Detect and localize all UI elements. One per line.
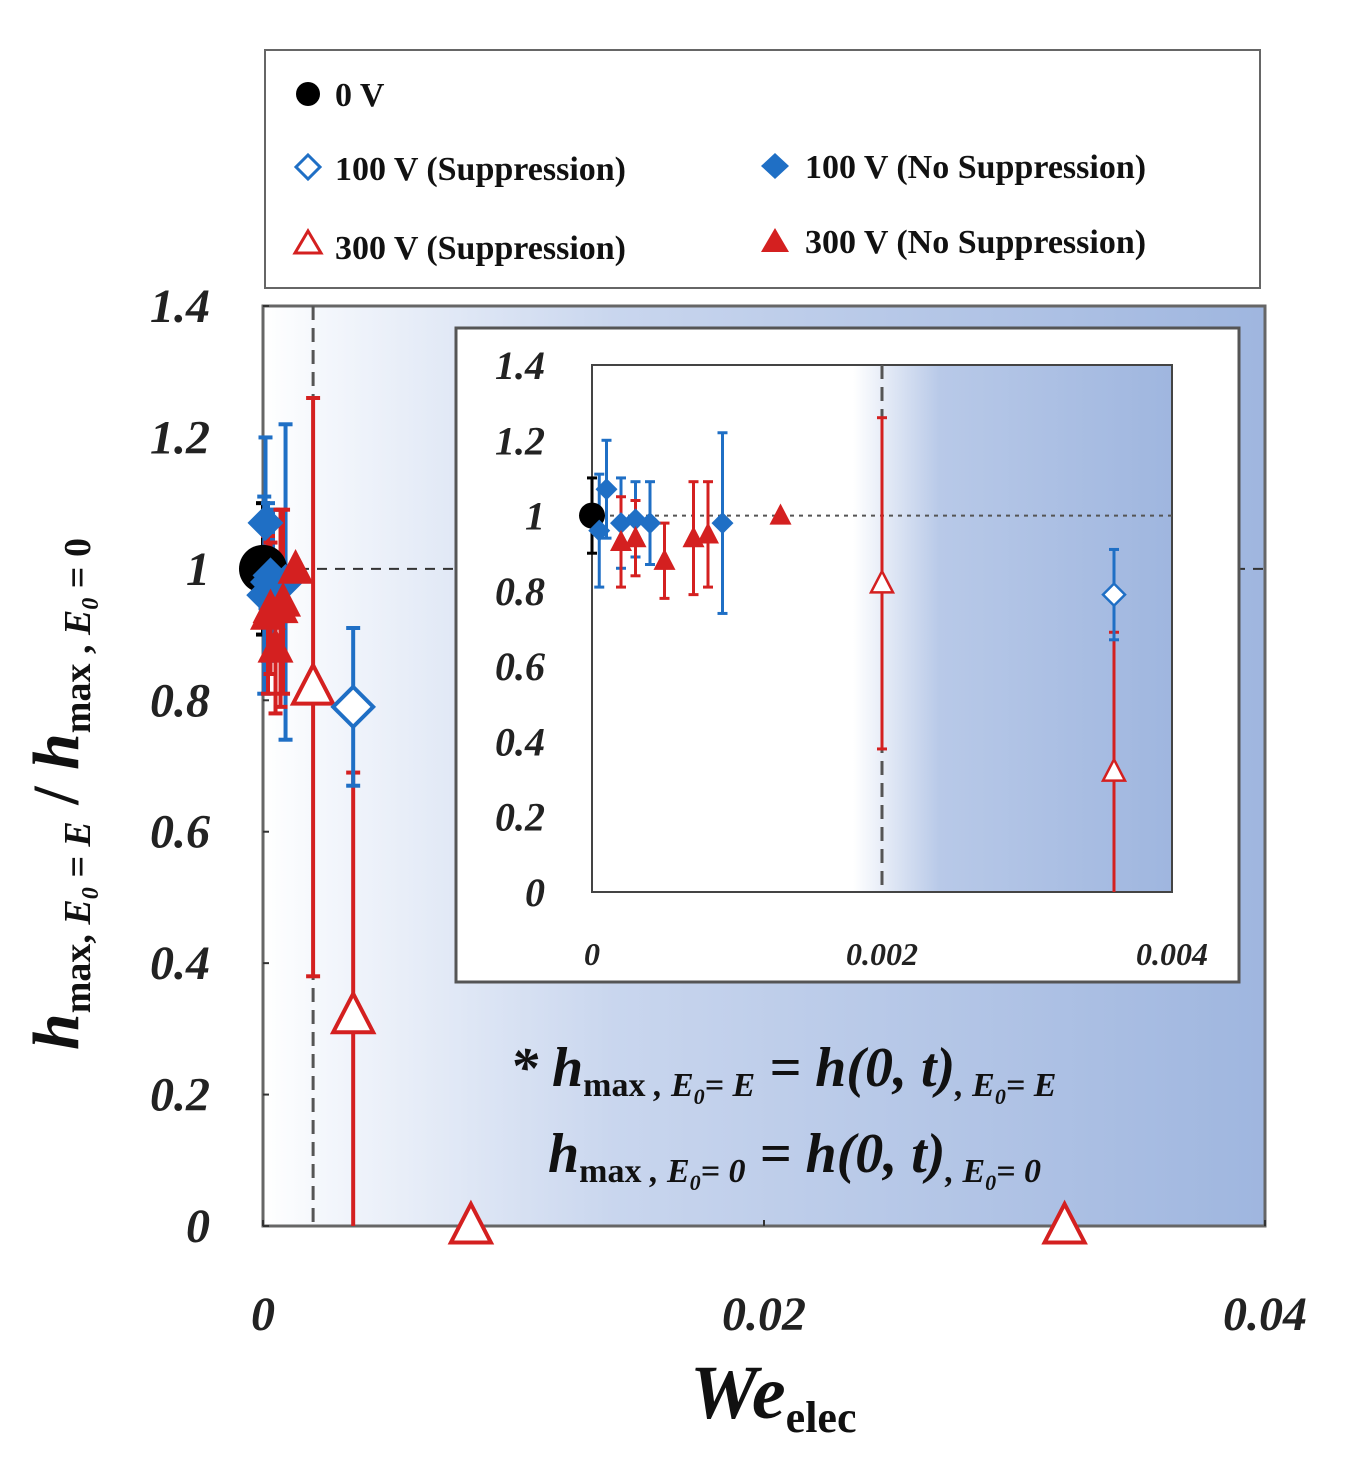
inset-x-tick-label: 0.002: [846, 936, 918, 972]
main-point-100-v-no-suppression: [247, 504, 284, 541]
main-point-300-v-suppression: [447, 1199, 495, 1245]
main-point-100-v-suppression: [330, 684, 377, 730]
legend-box: [264, 49, 1261, 289]
legend-label-100v-suppression: 100 V (Suppression): [335, 151, 626, 188]
x-tick-label: 0: [251, 1288, 275, 1341]
y-axis-title: hmax, E0 = E / hmax , E0 = 0: [20, 538, 104, 1050]
inset-point-300-v-suppression: [1100, 756, 1128, 782]
equation-line-1: * hmax , E0= E = h(0, t), E0= E: [510, 1037, 1056, 1109]
main-point-300-v-no-suppression: [265, 581, 302, 617]
legend-label-100v-no-suppression: 100 V (No Suppression): [805, 149, 1146, 186]
inset-point-100-v-no-suppression: [588, 519, 611, 542]
x-tick-label: 0.04: [1223, 1288, 1307, 1341]
legend-marker-100v-suppression: [293, 152, 323, 182]
inset-x-tick-label: 0.004: [1136, 936, 1208, 972]
inset-point-100-v-no-suppression: [639, 512, 661, 535]
inset-plot: 0 0.2 0.4 0.6 0.8 1 1.2 1.4 0 0.002 0.004: [454, 326, 1241, 984]
inset-point-300-v-no-suppression: [697, 522, 719, 544]
inset-point-300-v-no-suppression: [653, 548, 676, 570]
inset-point-300-v-suppression: [868, 568, 896, 594]
inset-point-300-v-no-suppression: [624, 526, 647, 548]
main-point-300-v-no-suppression: [257, 627, 294, 663]
y-tick-label: 0.8: [150, 674, 210, 727]
y-tick-label: 1.2: [150, 411, 210, 464]
inset-y-tick-label: 1.2: [495, 418, 545, 463]
y-tick-label: 1: [186, 543, 210, 596]
main-point-300-v-no-suppression: [277, 549, 314, 584]
inset-y-tick-label: 1: [525, 494, 545, 539]
inset-point-100-v-no-suppression: [711, 512, 734, 535]
legend: 0 V 100 V (Suppression) 100 V (No Suppre…: [264, 49, 1261, 289]
legend-marker-0v: [296, 82, 320, 106]
main-point-300-v-suppression: [289, 660, 337, 706]
inset-point-300-v-no-suppression: [769, 503, 792, 525]
legend-label-0v: 0 V: [335, 77, 385, 114]
legend-label-300v-no-suppression: 300 V (No Suppression): [805, 224, 1146, 261]
y-tick-label: 0: [186, 1200, 210, 1253]
legend-marker-300v-suppression: [292, 228, 324, 255]
y-tick-label: 0.2: [150, 1069, 210, 1122]
inset-y-tick-label: 0.2: [495, 795, 545, 840]
inset-point-100-v-no-suppression: [595, 478, 618, 501]
x-tick-label: 0.02: [722, 1288, 806, 1341]
main-point-300-v-suppression: [329, 989, 377, 1035]
inset-y-tick-label: 0.6: [495, 644, 545, 689]
inset-point-100-v-suppression: [1101, 581, 1127, 608]
inset-y-tick-label: 0: [525, 870, 545, 915]
y-tick-label: 1.4: [150, 280, 210, 333]
legend-label-300v-suppression: 300 V (Suppression): [335, 230, 626, 267]
x-axis-title: Weelec: [690, 1351, 856, 1442]
inset-y-tick-label: 1.4: [495, 343, 545, 388]
equation-annotation: * hmax , E0= E = h(0, t), E0= E hmax , E…: [510, 1037, 1056, 1195]
inset-x-tick-label: 0: [584, 936, 600, 972]
legend-marker-300v-no-suppression: [761, 228, 789, 252]
y-tick-label: 0.4: [150, 937, 210, 990]
inset-y-tick-label: 0.4: [495, 719, 545, 764]
equation-line-2: hmax , E0= 0 = h(0, t), E0= 0: [548, 1123, 1041, 1195]
main-point-300-v-suppression: [1041, 1199, 1088, 1245]
inset-y-tick-label: 0.8: [495, 569, 545, 614]
legend-marker-100v-no-suppression: [761, 153, 789, 179]
y-tick-label: 0.6: [150, 806, 210, 859]
